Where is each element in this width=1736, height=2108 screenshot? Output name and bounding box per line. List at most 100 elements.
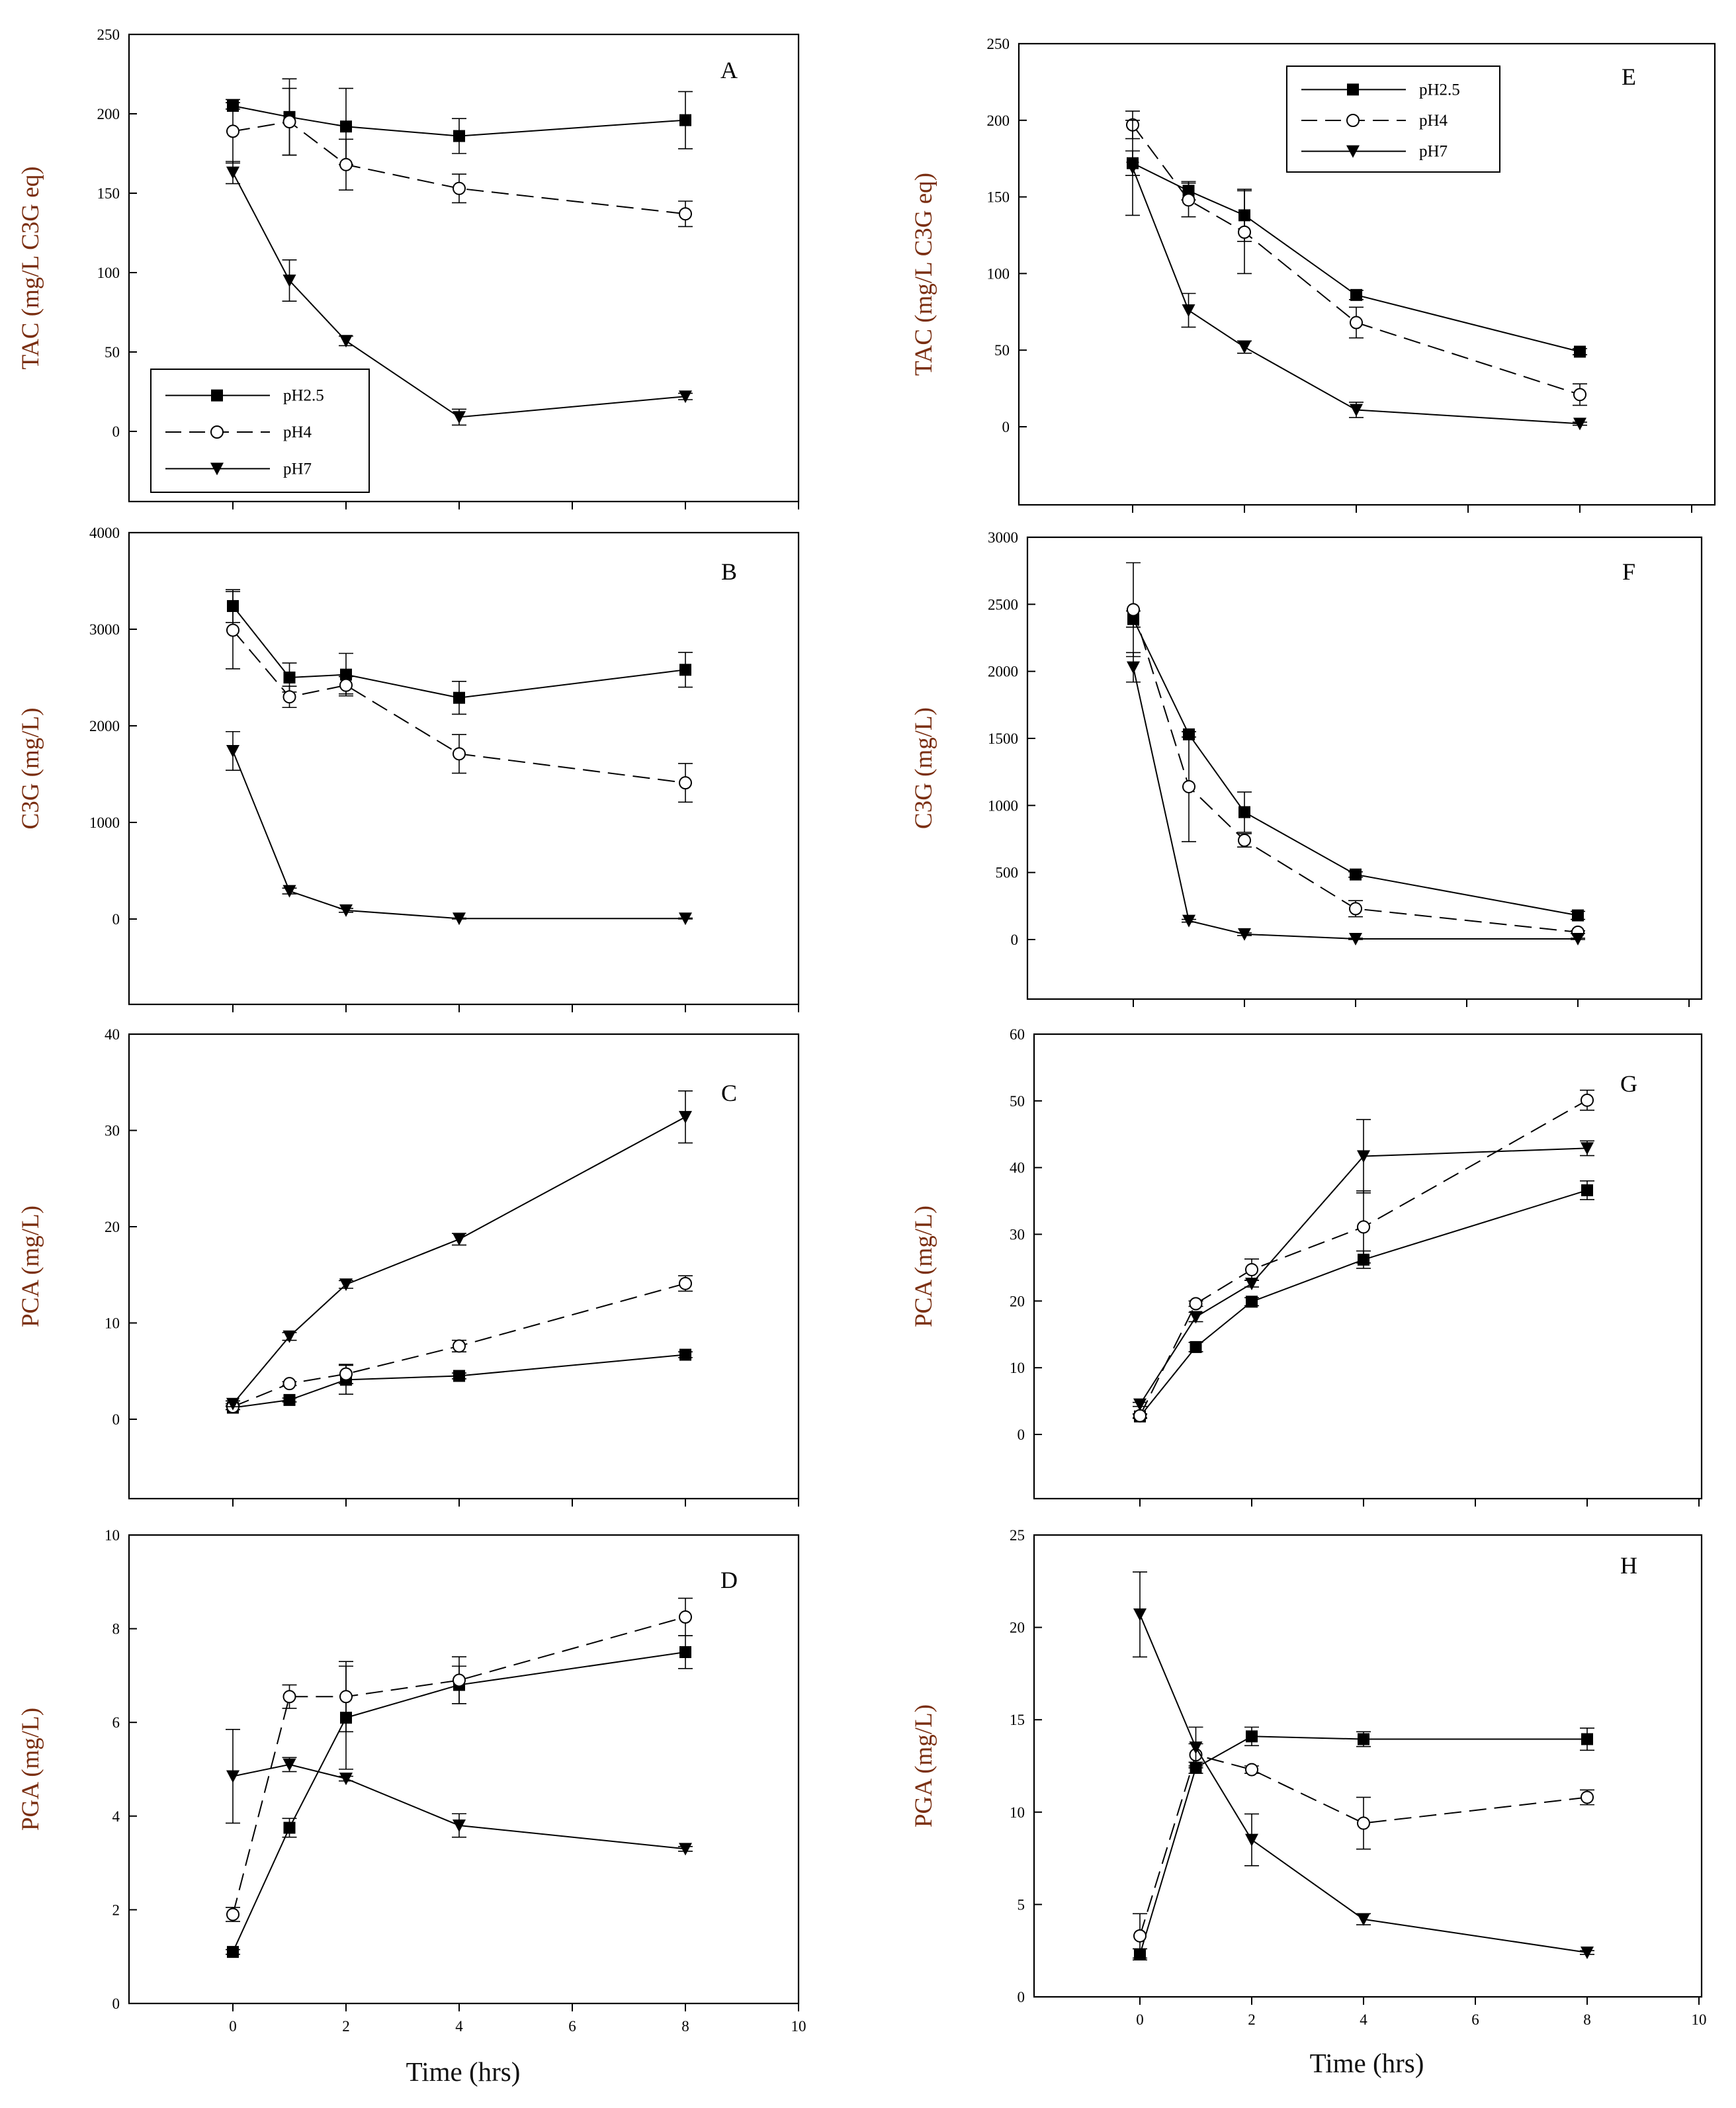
data-point bbox=[1133, 1929, 1147, 1943]
data-point bbox=[227, 1946, 239, 1958]
data-point bbox=[283, 1393, 296, 1406]
data-point bbox=[1246, 1296, 1258, 1308]
y-tick-label: 150 bbox=[97, 185, 120, 202]
data-point bbox=[282, 885, 296, 898]
data-point bbox=[453, 1370, 465, 1382]
series-ph4 bbox=[226, 87, 693, 228]
y-tick-label: 30 bbox=[105, 1123, 120, 1139]
data-point bbox=[339, 1278, 353, 1292]
plot-frame bbox=[1018, 42, 1716, 506]
data-point bbox=[1238, 928, 1251, 941]
data-point bbox=[1190, 1340, 1202, 1353]
data-point bbox=[1350, 316, 1363, 329]
data-point bbox=[283, 1822, 296, 1834]
data-point bbox=[1573, 417, 1586, 431]
y-axis-label: TAC (mg/L C3G eq) bbox=[17, 166, 44, 369]
y-tick-label: 50 bbox=[994, 342, 1010, 359]
series-ph7 bbox=[1125, 120, 1587, 431]
legend-marker bbox=[1346, 145, 1360, 158]
series-ph2-5 bbox=[1126, 610, 1585, 922]
data-point bbox=[339, 904, 353, 917]
data-point bbox=[453, 181, 466, 195]
x-tick-label: 6 bbox=[1471, 2011, 1479, 2028]
series-ph7 bbox=[226, 1729, 693, 1856]
series-ph4 bbox=[226, 1275, 693, 1414]
legend-label: pH4 bbox=[283, 423, 312, 441]
y-tick-label: 0 bbox=[112, 1411, 120, 1428]
x-axis-label-left: Time (hrs) bbox=[406, 2056, 521, 2087]
data-point bbox=[1571, 932, 1584, 945]
y-tick-label: 0 bbox=[1018, 1427, 1025, 1443]
legend: pH2.5 pH4 pH7 bbox=[1286, 66, 1500, 173]
data-point bbox=[1245, 1833, 1258, 1847]
y-tick-label: 100 bbox=[97, 265, 120, 281]
data-point bbox=[339, 1690, 353, 1704]
data-point bbox=[226, 124, 239, 138]
legend-label: pH2.5 bbox=[1419, 81, 1460, 99]
y-axis-label: PCA (mg/L) bbox=[910, 1206, 937, 1327]
data-point bbox=[1357, 1816, 1370, 1830]
legend-marker bbox=[210, 425, 224, 439]
data-point bbox=[453, 747, 466, 761]
data-point bbox=[453, 411, 466, 424]
y-tick-label: 20 bbox=[105, 1219, 120, 1235]
series-ph7 bbox=[1133, 1571, 1594, 1959]
y-tick-label: 15 bbox=[1010, 1712, 1025, 1728]
y-tick-label: 1500 bbox=[988, 730, 1018, 747]
y-tick-label: 250 bbox=[987, 36, 1010, 52]
plot-frame bbox=[128, 1033, 800, 1500]
y-tick-label: 2500 bbox=[988, 596, 1018, 613]
data-point bbox=[1133, 1409, 1147, 1423]
data-point bbox=[1238, 834, 1251, 848]
data-point bbox=[339, 678, 353, 692]
y-tick-label: 4 bbox=[112, 1808, 120, 1825]
y-tick-label: 1000 bbox=[89, 814, 120, 831]
y-tick-label: 30 bbox=[1010, 1227, 1025, 1243]
series-ph4 bbox=[1126, 562, 1585, 939]
data-point bbox=[679, 664, 691, 676]
plot-frame bbox=[1026, 536, 1703, 1000]
data-point bbox=[453, 130, 465, 142]
series-ph2-5 bbox=[1133, 1726, 1594, 1960]
y-tick-label: 2000 bbox=[988, 664, 1018, 680]
data-point bbox=[679, 1276, 692, 1290]
data-point bbox=[1127, 661, 1140, 674]
data-point bbox=[1573, 388, 1586, 402]
data-point bbox=[1574, 345, 1586, 358]
data-point bbox=[1357, 1220, 1370, 1234]
data-point bbox=[282, 1690, 296, 1704]
x-tick-label: 6 bbox=[568, 2018, 576, 2035]
series-line bbox=[1139, 1754, 1588, 1937]
panel-letter: D bbox=[720, 1567, 738, 1593]
data-point bbox=[1581, 1946, 1594, 1959]
data-point bbox=[453, 691, 465, 704]
data-point bbox=[1182, 304, 1195, 317]
data-point bbox=[340, 668, 352, 681]
y-tick-label: 8 bbox=[112, 1621, 120, 1638]
data-point bbox=[453, 1339, 466, 1353]
x-tick-label: 4 bbox=[455, 2018, 463, 2035]
data-point bbox=[1182, 779, 1195, 793]
data-point bbox=[283, 672, 296, 683]
series-ph7 bbox=[1133, 1119, 1594, 1411]
data-point bbox=[226, 166, 239, 179]
data-point bbox=[226, 623, 239, 637]
plot-frame bbox=[1033, 1033, 1703, 1500]
legend-label: pH2.5 bbox=[283, 387, 324, 405]
data-point bbox=[1238, 225, 1251, 239]
panel-h: 0 5 10 15 20 25 0 2 4 6 8 10 PGA (mg/L) H bbox=[910, 1527, 1707, 2028]
series-line bbox=[232, 629, 686, 784]
y-tick-label: 0 bbox=[1018, 1989, 1025, 2005]
series-line bbox=[232, 750, 685, 920]
y-tick-label: 40 bbox=[105, 1026, 120, 1043]
data-point bbox=[453, 1673, 466, 1687]
data-point bbox=[1245, 1278, 1258, 1291]
series-ph7 bbox=[226, 730, 693, 926]
x-tick-label: 8 bbox=[681, 2018, 689, 2035]
y-tick-label: 10 bbox=[105, 1315, 120, 1332]
y-tick-label: 0 bbox=[112, 1996, 120, 2012]
data-point bbox=[282, 690, 296, 704]
legend-box bbox=[1286, 66, 1500, 173]
